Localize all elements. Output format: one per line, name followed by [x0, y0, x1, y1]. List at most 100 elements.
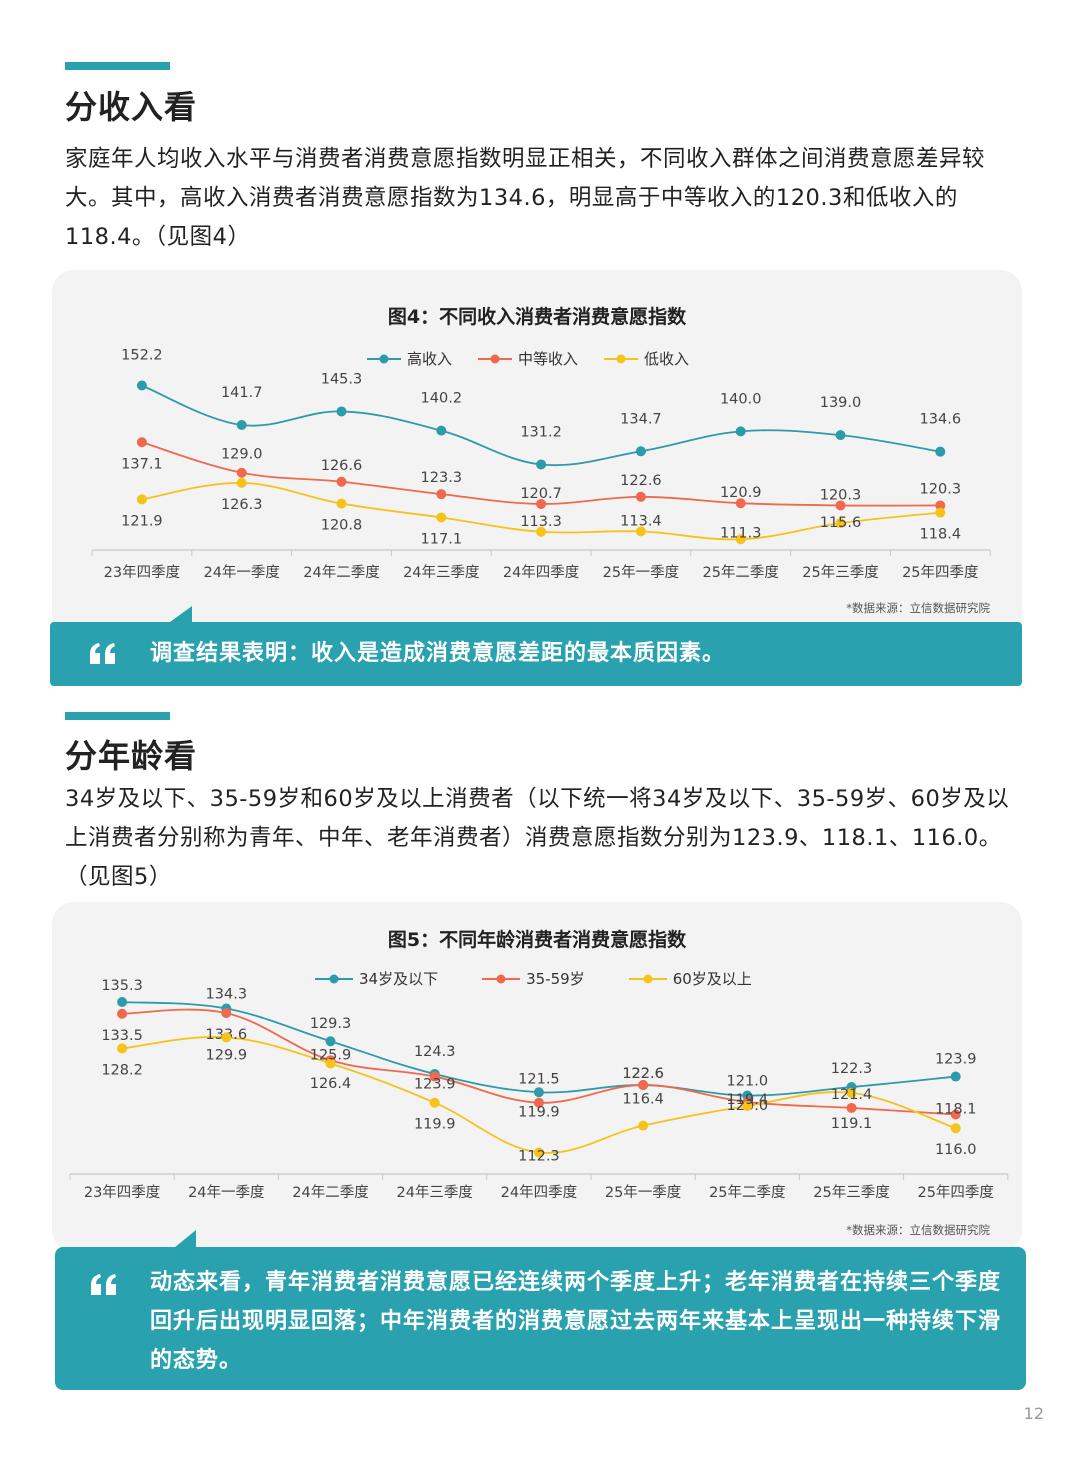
- x-tick-label: 25年四季度: [917, 1184, 993, 1201]
- section2-title: 分年龄看: [65, 737, 198, 775]
- chart5-title: 图5：不同年龄消费者消费意愿指数: [387, 929, 687, 951]
- data-label: 140.0: [720, 391, 762, 407]
- data-point: [635, 446, 646, 457]
- legend-line-icon: [367, 354, 401, 363]
- data-point: [533, 1147, 544, 1158]
- chart4-legend-label-3: 低收入: [644, 350, 690, 368]
- data-point: [950, 1123, 961, 1134]
- data-point: [835, 518, 846, 529]
- data-point: [117, 1043, 128, 1054]
- chart4-plot: 23年四季度 24年一季度 24年二季度 24年三季度 24年四季度 25年一季度 25年二…: [91, 348, 991, 581]
- x-tick-label: 25年三季度: [802, 564, 878, 581]
- chart5-legend-item-1: 34岁及以下: [315, 968, 438, 989]
- data-label: 122.6: [620, 473, 662, 489]
- data-point: [221, 1032, 232, 1043]
- data-label: 119.1: [831, 1116, 873, 1132]
- data-point: [533, 1097, 544, 1108]
- section1-title: 分收入看: [65, 88, 198, 126]
- data-label: 123.9: [935, 1052, 977, 1068]
- chart5-legend-label-3: 60岁及以上: [672, 970, 752, 988]
- data-label: 111.3: [720, 525, 762, 541]
- data-label: 129.9: [206, 1047, 248, 1063]
- data-label: 140.2: [421, 391, 463, 407]
- data-label: 134.6: [920, 412, 962, 428]
- legend-line-icon: [628, 974, 667, 983]
- chart4-legend-item-2: 中等收入: [478, 348, 578, 369]
- data-point: [935, 446, 946, 457]
- quote1-box: quote-icon 调查结果表明：收入是造成消费意愿差距的最本质因素。: [50, 622, 1022, 686]
- data-point: [742, 1100, 753, 1111]
- data-label: 119.9: [518, 1105, 560, 1121]
- data-label: 129.0: [221, 447, 263, 463]
- quote1-text: 调查结果表明：收入是造成消费意愿差距的最本质因素。: [150, 641, 726, 666]
- data-point: [536, 498, 547, 509]
- data-label: 137.1: [121, 456, 163, 472]
- chart4-legend-label-2: 中等收入: [518, 350, 579, 368]
- section1-paragraph: 家庭年人均收入水平与消费者消费意愿指数明显正相关，不同收入群体之间消费意愿差异较…: [65, 146, 986, 250]
- x-tick-label: 25年四季度: [902, 564, 978, 581]
- chart5-legend: 34岁及以下 35-59岁 60岁及以上: [315, 968, 778, 989]
- data-label: 134.7: [620, 411, 662, 427]
- data-point: [117, 1008, 128, 1019]
- chart4-source: *数据来源：立信数据研究院: [846, 601, 990, 615]
- data-label: 116.0: [935, 1142, 977, 1158]
- x-tick-label: 25年一季度: [603, 564, 679, 581]
- x-tick-label: 24年四季度: [501, 1184, 577, 1201]
- data-point: [635, 491, 646, 502]
- data-point: [638, 1080, 649, 1091]
- data-point: [436, 512, 447, 523]
- data-label: 122.6: [622, 1066, 664, 1082]
- data-label: 119.9: [414, 1117, 456, 1133]
- data-point: [236, 477, 247, 488]
- data-label: 118.4: [920, 527, 962, 543]
- data-label: 124.3: [414, 1044, 456, 1060]
- chart4-legend-item-1: 高收入: [367, 348, 452, 369]
- x-tick-label: 24年一季度: [188, 1184, 264, 1201]
- x-tick-label: 24年三季度: [403, 564, 479, 581]
- chart4-card: 图4：不同收入消费者消费意愿指数 高收入 中等收入 低收入 23年四季度 24年一…: [52, 270, 1022, 670]
- data-label: 129.3: [310, 1016, 352, 1032]
- data-point: [117, 997, 128, 1007]
- quote2-text: 动态来看，青年消费者消费意愿已经连续两个季度上升；老年消费者在持续三个季度回升后…: [150, 1270, 1002, 1373]
- x-tick-label: 25年二季度: [709, 1184, 785, 1201]
- legend-line-icon: [482, 974, 521, 983]
- data-label: 120.9: [720, 485, 762, 501]
- data-label: 131.2: [520, 424, 562, 440]
- data-point: [436, 425, 447, 436]
- x-tick-label: 24年二季度: [292, 1184, 368, 1201]
- data-label: 122.3: [831, 1061, 873, 1077]
- x-tick-label: 24年二季度: [303, 564, 379, 581]
- x-tick-label: 23年四季度: [104, 564, 180, 581]
- data-label: 120.3: [920, 481, 962, 497]
- data-point: [735, 426, 746, 437]
- data-point: [236, 419, 247, 430]
- data-point: [935, 507, 946, 518]
- data-point: [536, 459, 547, 470]
- quote-mark-glyph: [90, 643, 115, 664]
- data-label: 126.6: [321, 458, 363, 474]
- data-label: 113.4: [620, 513, 662, 529]
- data-label: 125.9: [310, 1047, 352, 1063]
- data-label: 121.4: [831, 1087, 873, 1103]
- data-label: 119.4: [727, 1092, 769, 1108]
- data-label: 120.8: [321, 518, 363, 534]
- data-point: [136, 494, 147, 505]
- x-tick-label: 25年一季度: [605, 1184, 681, 1201]
- data-point: [336, 498, 347, 509]
- data-point: [325, 1058, 336, 1069]
- data-point: [635, 526, 646, 537]
- quote2-box: quote-icon 动态来看，青年消费者消费意愿已经连续两个季度上升；老年消费…: [55, 1247, 1026, 1390]
- chart4-legend-item-3: 低收入: [604, 348, 689, 369]
- data-point: [221, 1008, 232, 1019]
- data-label: 115.6: [820, 515, 862, 531]
- data-point: [835, 500, 846, 511]
- legend-line-icon: [604, 354, 639, 363]
- x-tick-label: 24年一季度: [203, 564, 279, 581]
- chart5-legend-item-2: 35-59岁: [482, 968, 585, 989]
- data-label: 141.7: [221, 385, 263, 401]
- chart4-legend-label-1: 高收入: [407, 350, 453, 368]
- section1-accent-bar: [65, 62, 170, 70]
- data-label: 133.5: [101, 1028, 143, 1044]
- data-point: [846, 1087, 857, 1098]
- data-label: 134.3: [206, 987, 248, 1003]
